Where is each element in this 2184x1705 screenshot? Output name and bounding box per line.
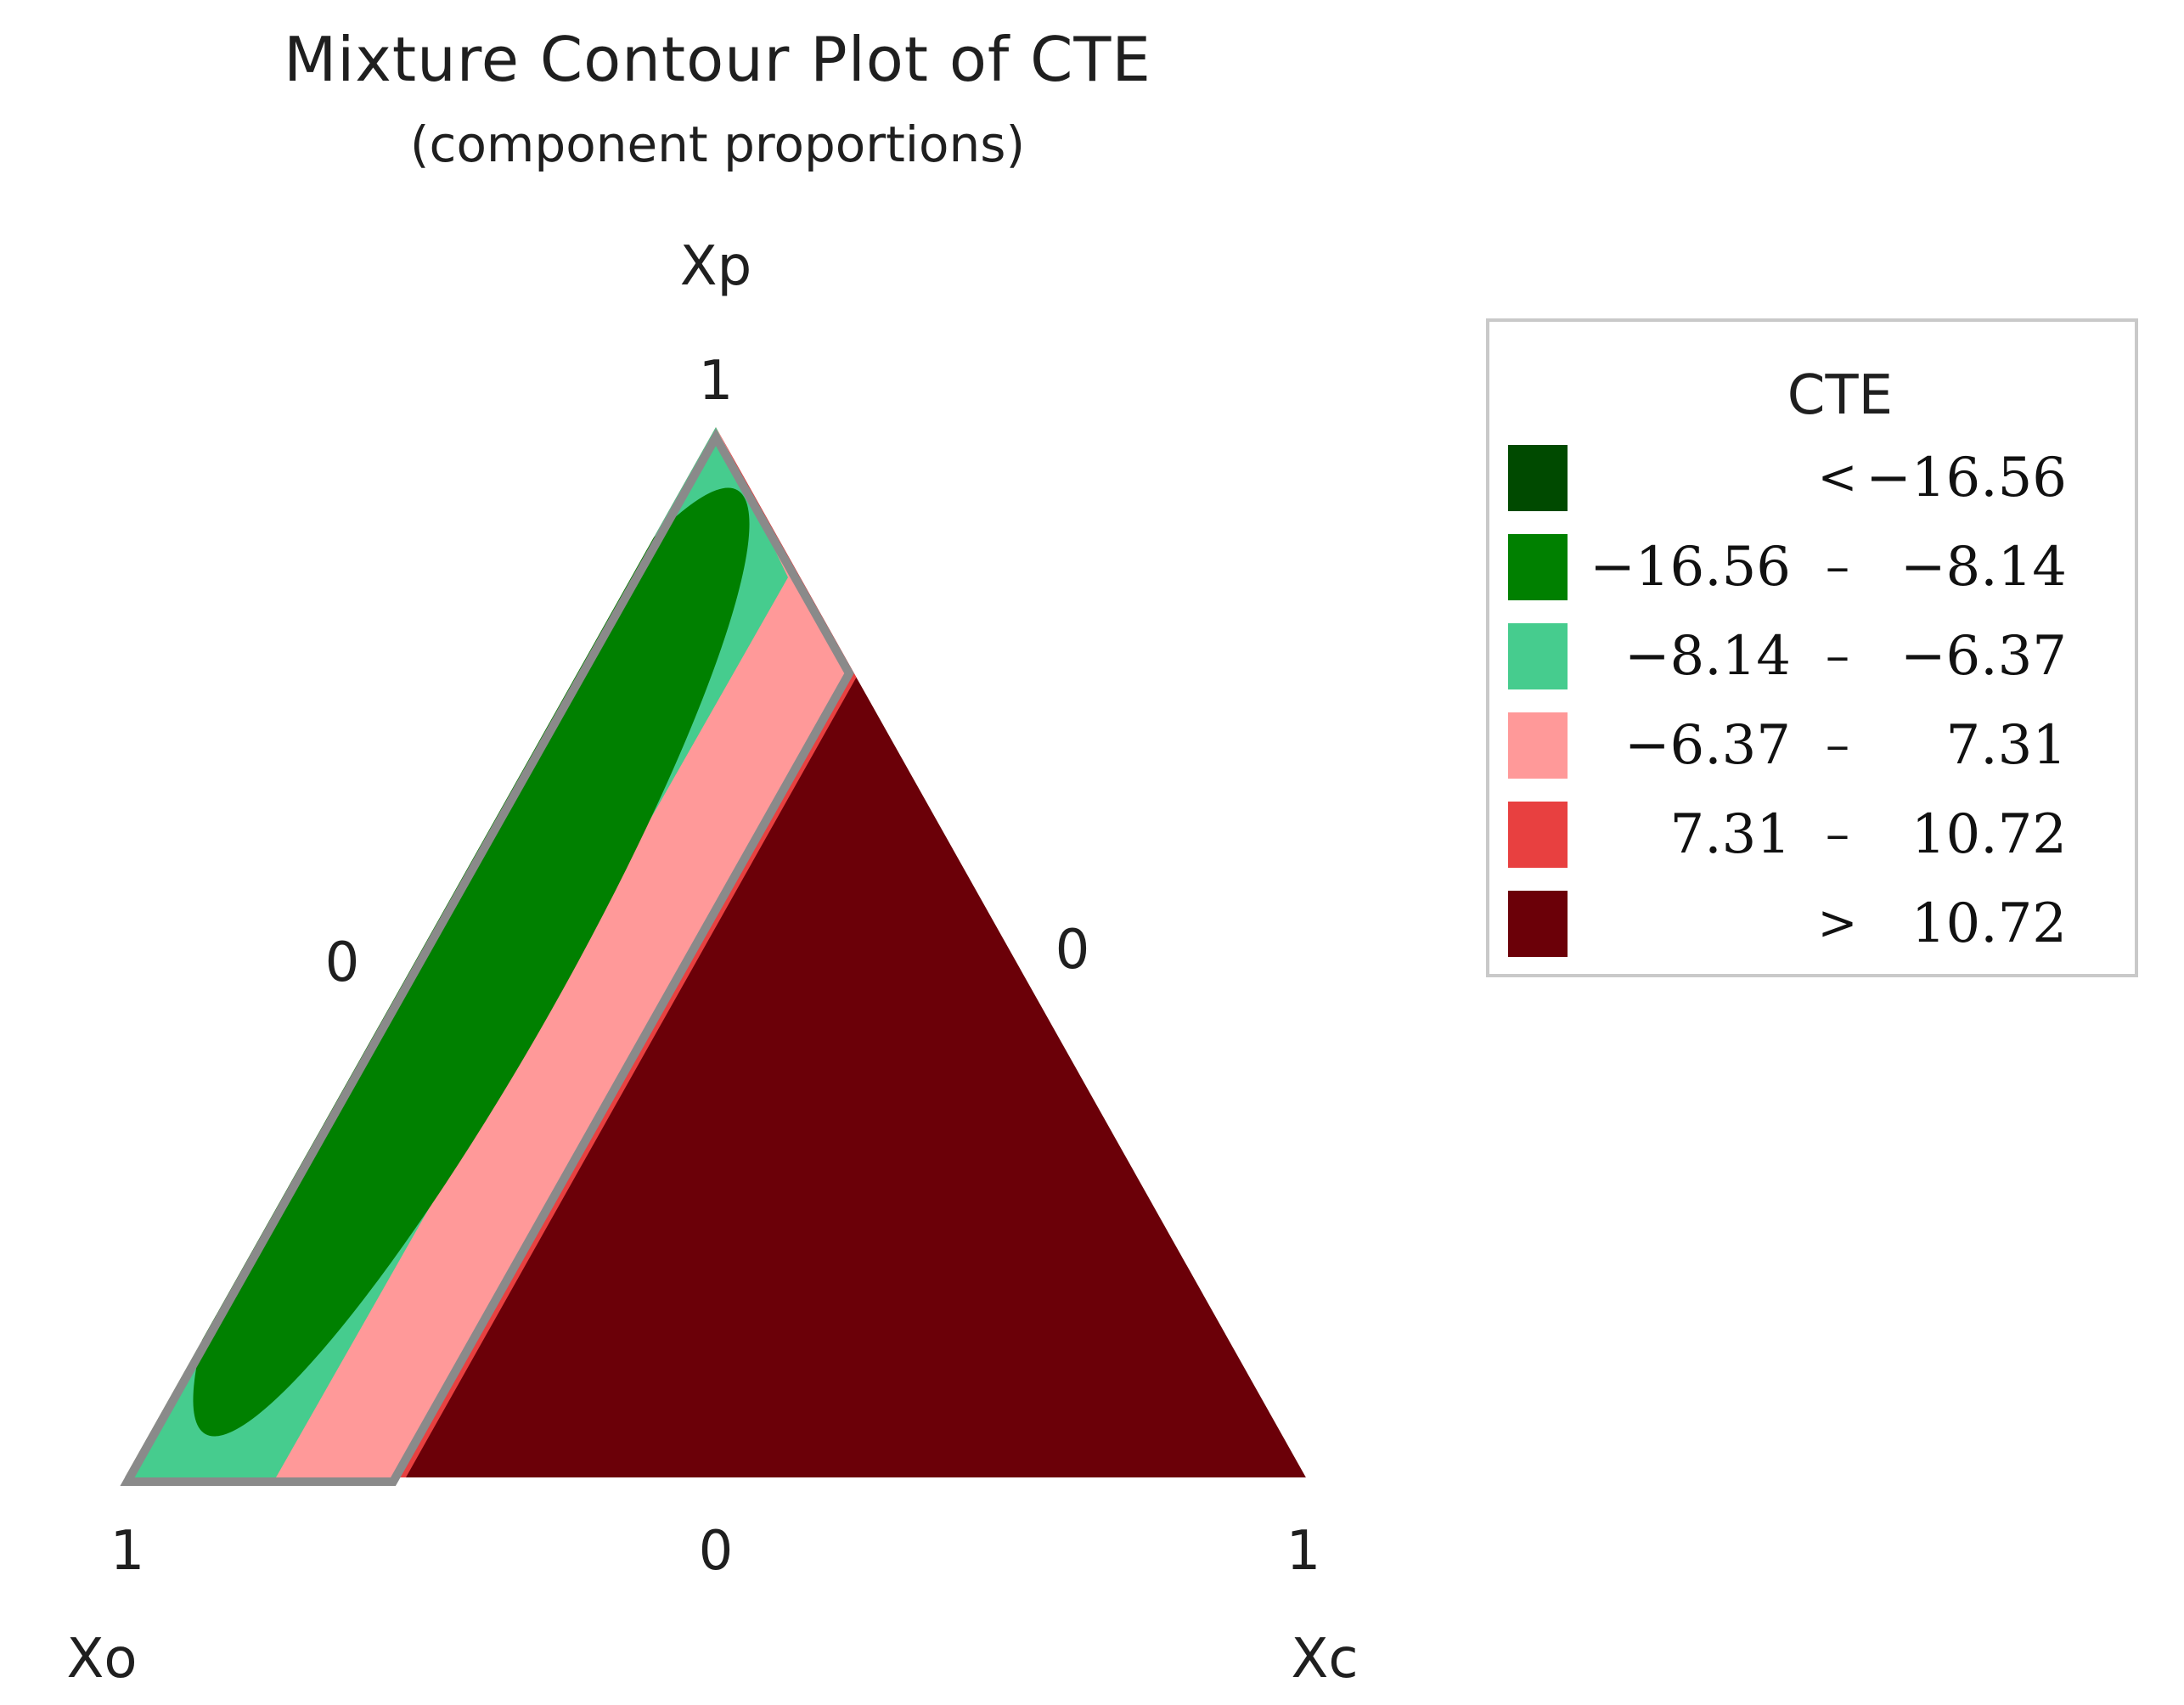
chart-subtitle: (component proportions) [409,115,1026,173]
legend-entry: −8.14– −6.37 [1489,623,2135,700]
legend-lower-bound: 7.31 [1669,803,1792,866]
legend-entry: −16.56– −8.14 [1489,534,2135,611]
legend-lower-bound: −16.56 [1590,536,1791,599]
legend-upper-bound: −16.56 [1866,447,2067,509]
chart-title: Mixture Contour Plot of CTE [284,24,1151,95]
bottom-edge-label: 0 [699,1520,734,1583]
legend-upper-bound: −8.14 [1900,536,2067,599]
legend-swatch [1508,712,1568,779]
legend-swatch [1508,534,1568,600]
legend-separator: – [1826,807,1849,862]
legend-separator: – [1826,717,1849,773]
legend-separator: > [1817,896,1858,951]
legend-title: CTE [1787,364,1893,427]
legend-separator: < [1817,450,1858,505]
left-component-name: Xo [67,1628,138,1691]
left-vertex-label: 1 [110,1520,145,1583]
legend-entry: −6.37– 7.31 [1489,712,2135,789]
legend-lower-bound: −8.14 [1624,625,1791,688]
region-green-ellipse [193,487,750,1437]
legend-upper-bound: 10.72 [1911,803,2067,866]
legend-entry: >10.72 [1489,891,2135,967]
legend-separator: – [1826,628,1849,684]
legend-swatch [1508,802,1568,868]
legend: CTE < −16.56 −16.56– −8.14 −8.14– −6.37 −6.37–… [1486,318,2138,977]
left-edge-label: 0 [325,931,360,994]
right-edge-label: 0 [1055,919,1090,982]
legend-swatch [1508,891,1568,957]
legend-entry: < −16.56 [1489,445,2135,521]
top-component-name: Xp [680,235,751,298]
legend-separator: – [1826,539,1849,594]
legend-swatch [1508,623,1568,689]
legend-swatch [1508,445,1568,511]
right-vertex-label: 1 [1286,1520,1321,1583]
legend-upper-bound: 7.31 [1945,714,2068,777]
legend-upper-bound: 10.72 [1911,892,2067,955]
ternary-plot: Xp 1 0 0 1 0 1 Xo Xc [67,235,1359,1691]
right-component-name: Xc [1291,1628,1358,1691]
legend-entry: 7.31– 10.72 [1489,802,2135,878]
region-outline [120,428,854,1486]
legend-lower-bound: −6.37 [1624,714,1791,777]
top-vertex-label: 1 [699,350,734,413]
legend-upper-bound: −6.37 [1900,625,2067,688]
